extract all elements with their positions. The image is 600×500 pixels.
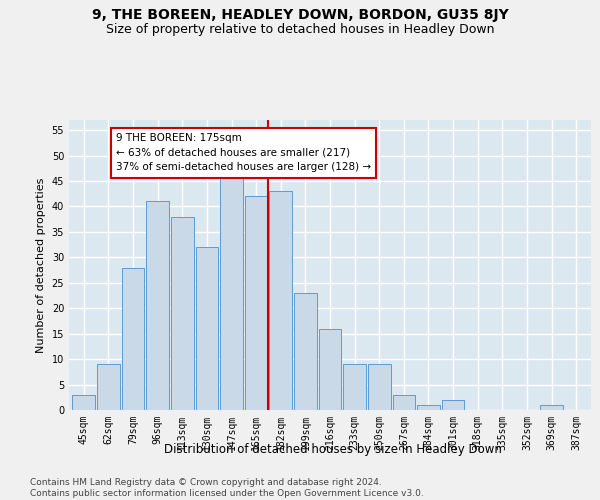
Bar (540, 405, 563, 410)
Bar (196, 247, 218, 410)
Text: Contains HM Land Registry data © Crown copyright and database right 2024.
Contai: Contains HM Land Registry data © Crown c… (30, 478, 424, 498)
Text: Size of property relative to detached houses in Headley Down: Size of property relative to detached ho… (106, 22, 494, 36)
Bar (392, 394, 415, 410)
Bar (97, 364, 120, 410)
Bar (417, 405, 440, 410)
Bar (319, 328, 341, 410)
Bar (442, 400, 464, 410)
Bar (245, 196, 268, 410)
Text: 9 THE BOREEN: 175sqm
← 63% of detached houses are smaller (217)
37% of semi-deta: 9 THE BOREEN: 175sqm ← 63% of detached h… (116, 132, 371, 172)
Bar (368, 364, 391, 410)
Bar (294, 293, 317, 410)
Text: 9, THE BOREEN, HEADLEY DOWN, BORDON, GU35 8JY: 9, THE BOREEN, HEADLEY DOWN, BORDON, GU3… (92, 8, 508, 22)
Bar (343, 364, 366, 410)
Bar (269, 191, 292, 410)
Bar (146, 202, 169, 410)
Bar (171, 216, 194, 410)
Bar (122, 268, 145, 410)
Bar (73, 394, 95, 410)
Text: Distribution of detached houses by size in Headley Down: Distribution of detached houses by size … (164, 442, 502, 456)
Bar (220, 176, 243, 410)
Y-axis label: Number of detached properties: Number of detached properties (36, 178, 46, 352)
